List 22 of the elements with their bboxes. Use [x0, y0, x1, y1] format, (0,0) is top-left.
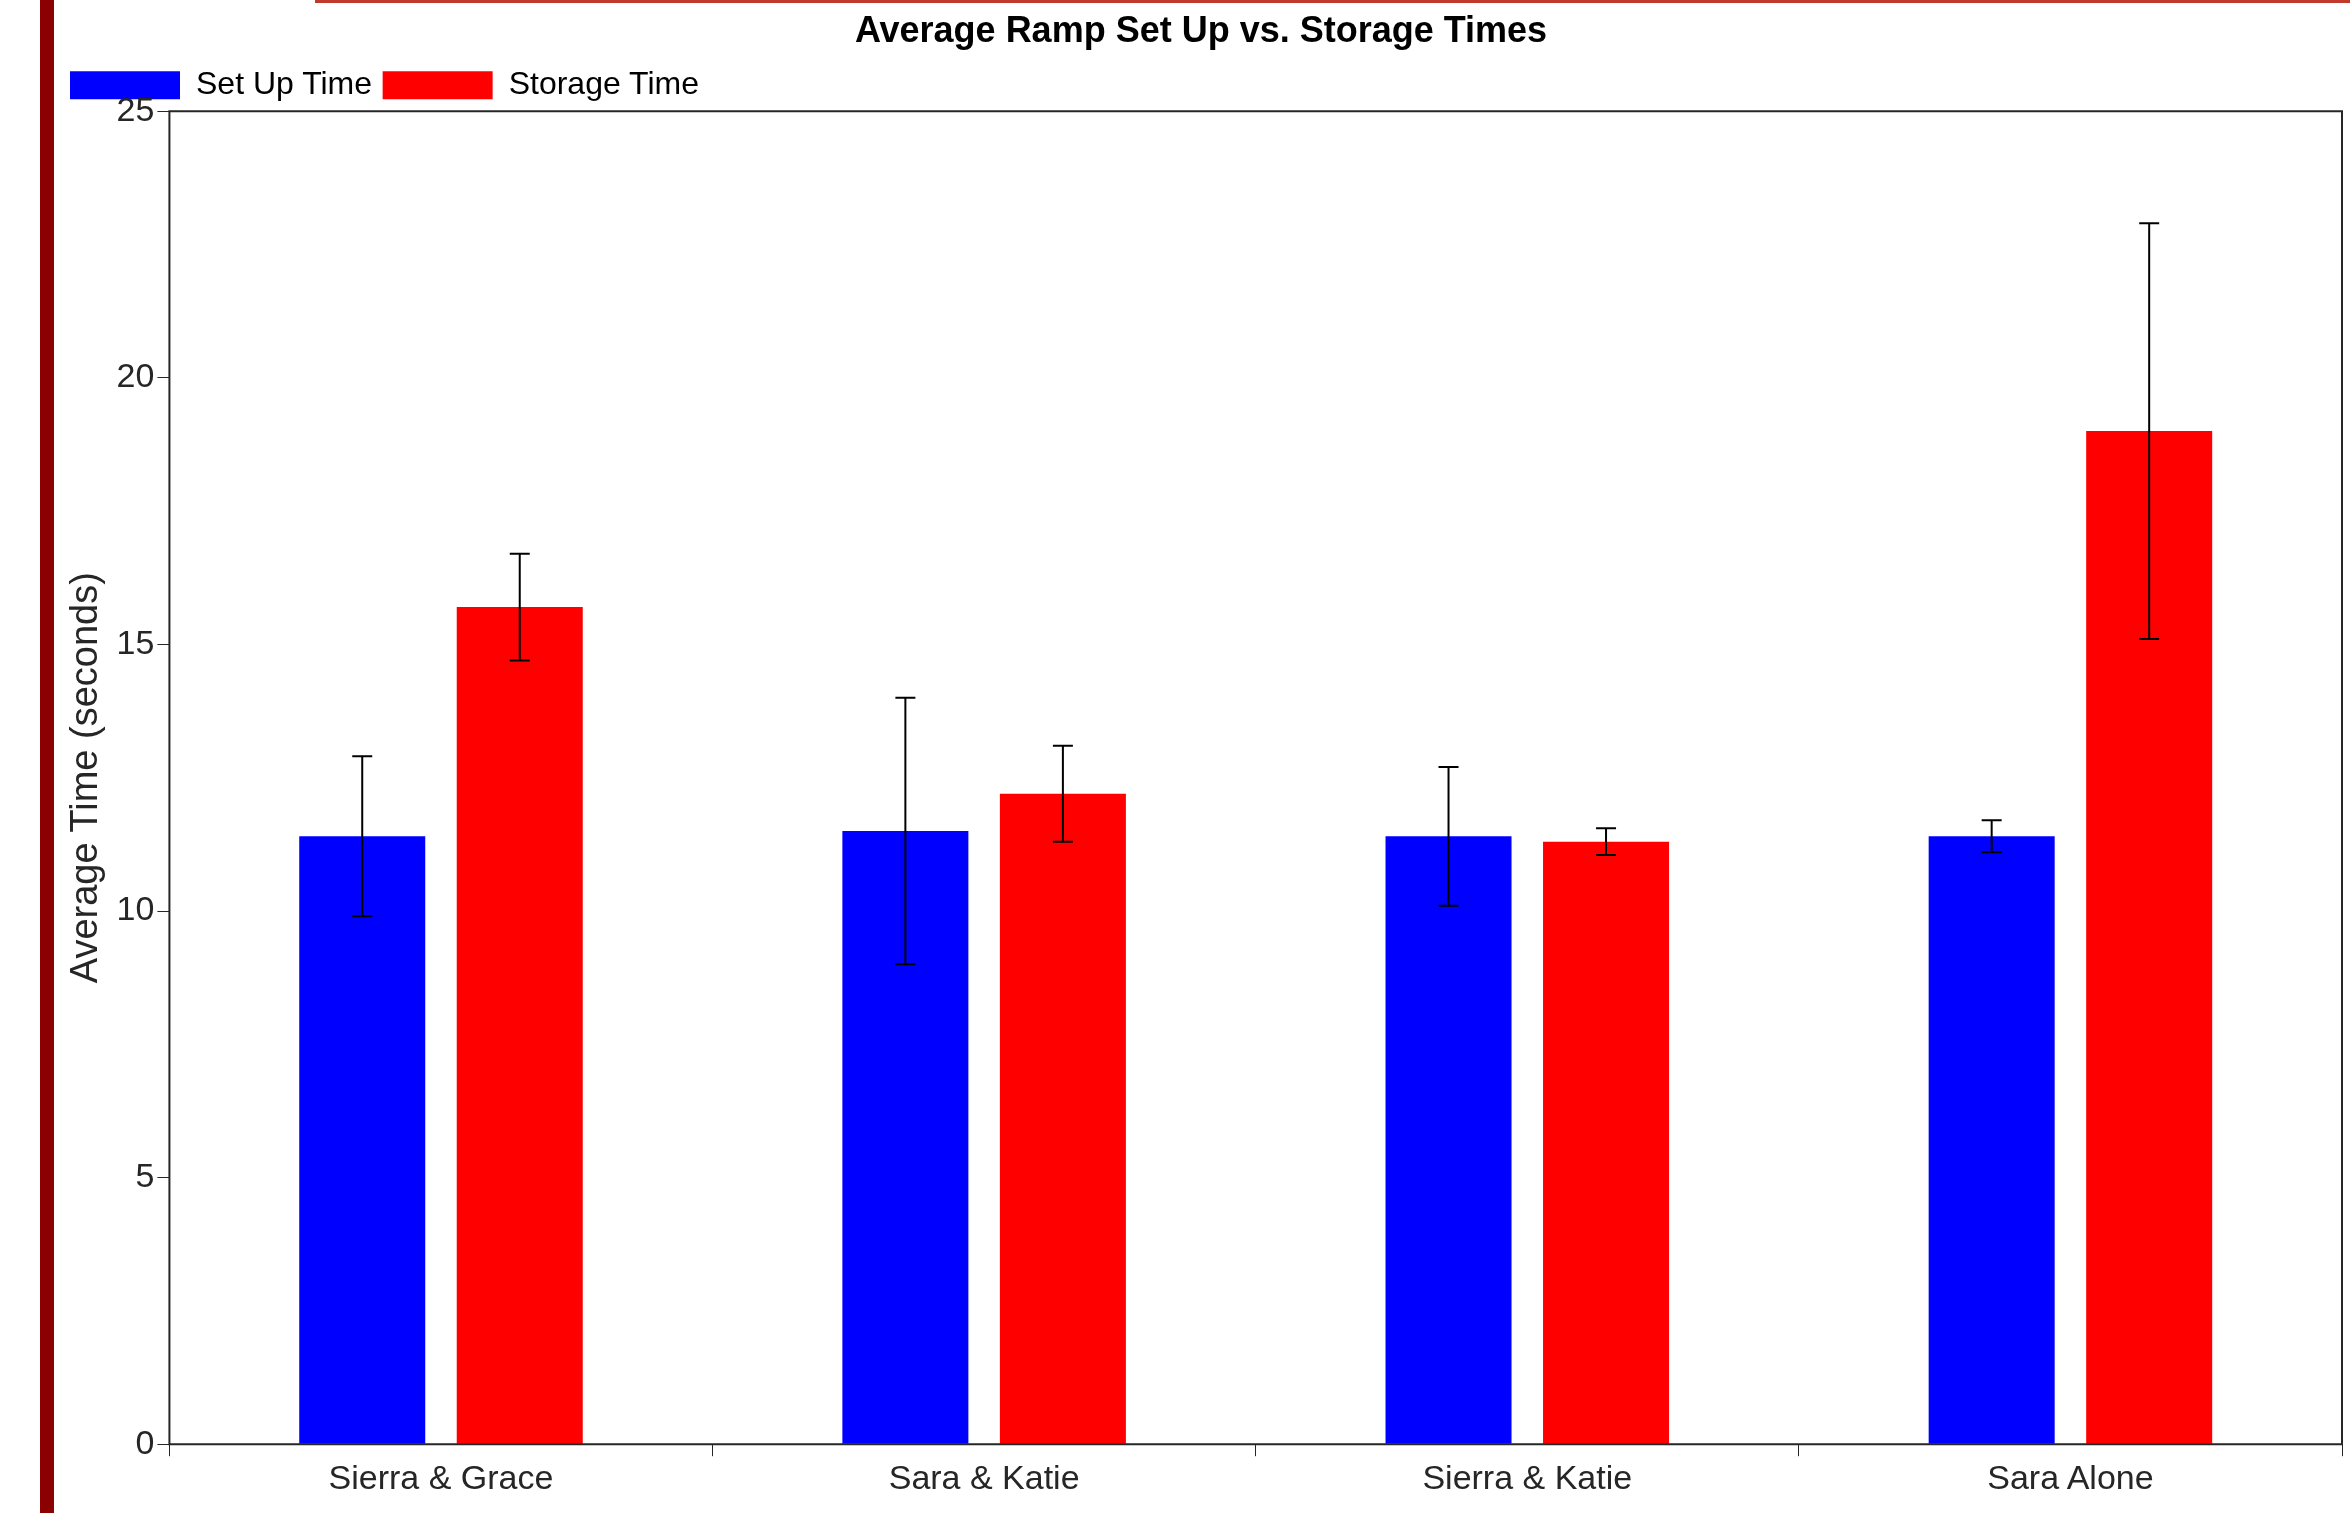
bar	[1385, 836, 1512, 1444]
x-tick-label: Sierra & Grace	[328, 1457, 554, 1496]
bar	[2086, 431, 2213, 1444]
legend-label: Set Up Time	[196, 65, 373, 102]
legend-label: Storage Time	[508, 65, 699, 102]
bar	[842, 831, 969, 1444]
y-tick-label: 20	[116, 356, 155, 395]
bar	[456, 607, 583, 1444]
y-tick-label: 15	[116, 622, 155, 661]
y-tick-label: 0	[135, 1422, 155, 1461]
bar	[999, 793, 1126, 1444]
bar	[1928, 836, 2055, 1444]
y-axis-title: Average Time (seconds)	[63, 572, 106, 984]
y-tick-label: 25	[116, 89, 155, 128]
bar	[1543, 841, 1670, 1444]
y-tick-label: 10	[116, 889, 155, 928]
x-tick-label: Sara Alone	[1987, 1457, 2154, 1496]
y-tick-label: 5	[135, 1155, 155, 1194]
x-tick-label: Sara & Katie	[888, 1457, 1080, 1496]
x-tick-label: Sierra & Katie	[1422, 1457, 1633, 1496]
bar	[299, 836, 426, 1444]
chart-title: Average Ramp Set Up vs. Storage Times	[854, 8, 1548, 50]
